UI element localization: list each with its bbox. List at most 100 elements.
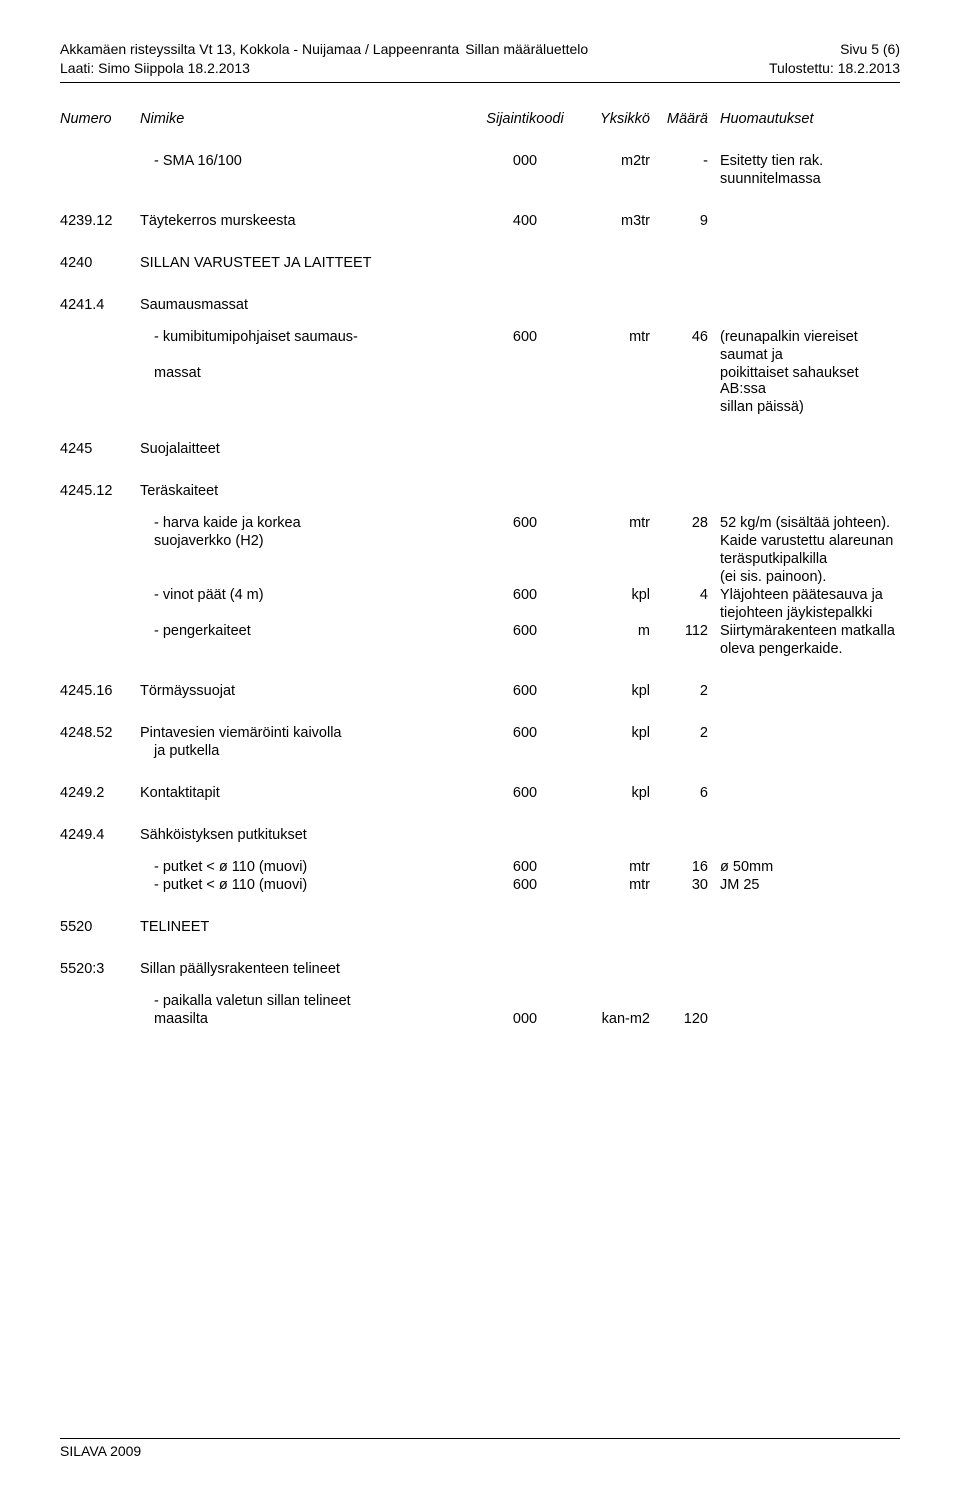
table-row: massatpoikittaiset sahaukset AB:ssa xyxy=(60,365,900,397)
cell-nimike: - pengerkaiteet xyxy=(140,623,470,639)
cell-numero: 4239.12 xyxy=(60,213,140,229)
table-row: 4239.12Täytekerros murskeesta400m3tr9 xyxy=(60,213,900,229)
row-gap xyxy=(60,701,900,725)
header-row-2: Laati: Simo Siippola 18.2.2013 Tulostett… xyxy=(60,59,900,78)
cell-nimike: SILLAN VARUSTEET JA LAITTEET xyxy=(140,255,470,271)
column-headers: Numero Nimike Sijaintikoodi Yksikkö Määr… xyxy=(60,111,900,127)
cell-nimike: Kontaktitapit xyxy=(140,785,470,801)
cell-huomautukset: JM 25 xyxy=(720,877,900,893)
row-gap xyxy=(60,231,900,255)
cell-nimike: - paikalla valetun sillan telineet xyxy=(140,993,470,1009)
cell-sijaintikoodi: 000 xyxy=(470,153,580,169)
cell-yksikko: m2tr xyxy=(580,153,660,169)
table-row: 4249.2Kontaktitapit600kpl6 xyxy=(60,785,900,801)
row-gap xyxy=(60,273,900,297)
cell-huomautukset: ø 50mm xyxy=(720,859,900,875)
col-nimike: Nimike xyxy=(140,111,470,127)
cell-nimike: - putket < ø 110 (muovi) xyxy=(140,877,470,893)
cell-sijaintikoodi: 600 xyxy=(470,725,580,741)
row-gap xyxy=(60,937,900,961)
cell-nimike: TELINEET xyxy=(140,919,470,935)
table-row: - SMA 16/100000m2tr-Esitetty tien rak. xyxy=(60,153,900,169)
cell-yksikko: m xyxy=(580,623,660,639)
cell-maara: 46 xyxy=(660,329,720,345)
cell-huomautukset: Kaide varustettu alareunan xyxy=(720,533,900,549)
table-row: 4248.52Pintavesien viemäröinti kaivolla6… xyxy=(60,725,900,741)
cell-nimike: Pintavesien viemäröinti kaivolla xyxy=(140,725,470,741)
cell-numero: 4245.16 xyxy=(60,683,140,699)
cell-sijaintikoodi: 000 xyxy=(470,1011,580,1027)
row-gap xyxy=(60,895,900,919)
cell-numero: 4241.4 xyxy=(60,297,140,313)
cell-nimike: Sähköistyksen putkitukset xyxy=(140,827,470,843)
cell-nimike: Suojalaitteet xyxy=(140,441,470,457)
table-row: 4245.12Teräskaiteet xyxy=(60,483,900,499)
cell-nimike: Täytekerros murskeesta xyxy=(140,213,470,229)
row-gap xyxy=(60,803,900,827)
cell-nimike: suojaverkko (H2) xyxy=(140,533,470,549)
cell-nimike: - SMA 16/100 xyxy=(140,153,470,169)
cell-sijaintikoodi: 600 xyxy=(470,329,580,345)
table-row: - kumibitumipohjaiset saumaus-600mtr46(r… xyxy=(60,329,900,345)
cell-yksikko: kpl xyxy=(580,725,660,741)
table-row: - harva kaide ja korkea600mtr2852 kg/m (… xyxy=(60,515,900,531)
cell-nimike: massat xyxy=(140,365,470,381)
cell-yksikko: mtr xyxy=(580,877,660,893)
table-row: (ei sis. painoon). xyxy=(60,569,900,585)
row-gap xyxy=(60,417,900,441)
cell-yksikko: mtr xyxy=(580,515,660,531)
cell-maara: 6 xyxy=(660,785,720,801)
cell-sijaintikoodi: 600 xyxy=(470,683,580,699)
cell-huomautukset: (ei sis. painoon). xyxy=(720,569,900,585)
table-row: 4241.4Saumausmassat xyxy=(60,297,900,313)
table-row: 5520:3Sillan päällysrakenteen telineet xyxy=(60,961,900,977)
cell-nimike: - putket < ø 110 (muovi) xyxy=(140,859,470,875)
table-row: sillan päissä) xyxy=(60,399,900,415)
cell-huomautukset: saumat ja xyxy=(720,347,900,363)
cell-maara: 9 xyxy=(660,213,720,229)
header-title-left: Akkamäen risteyssilta Vt 13, Kokkola - N… xyxy=(60,40,588,59)
cell-huomautukset: Esitetty tien rak. xyxy=(720,153,900,169)
cell-huomautukset: (reunapalkin viereiset xyxy=(720,329,900,345)
cell-nimike: - kumibitumipohjaiset saumaus- xyxy=(140,329,470,345)
page-footer: SILAVA 2009 xyxy=(60,1438,900,1459)
author-line: Laati: Simo Siippola 18.2.2013 xyxy=(60,59,250,78)
cell-numero: 5520 xyxy=(60,919,140,935)
col-numero: Numero xyxy=(60,111,140,127)
cell-numero: 4249.2 xyxy=(60,785,140,801)
table-row: suojaverkko (H2) Kaide varustettu alareun… xyxy=(60,533,900,549)
row-gap xyxy=(60,979,900,993)
page-header: Akkamäen risteyssilta Vt 13, Kokkola - N… xyxy=(60,40,900,83)
table-row: teräsputkipalkilla xyxy=(60,551,900,567)
footer-text: SILAVA 2009 xyxy=(60,1443,141,1459)
doc-subtitle: Sillan määräluettelo xyxy=(465,40,588,59)
cell-huomautukset: suunnitelmassa xyxy=(720,171,900,187)
cell-nimike: - harva kaide ja korkea xyxy=(140,515,470,531)
cell-sijaintikoodi: 400 xyxy=(470,213,580,229)
cell-nimike: - vinot päät (4 m) xyxy=(140,587,470,603)
row-gap xyxy=(60,659,900,683)
cell-maara: 120 xyxy=(660,1011,720,1027)
cell-sijaintikoodi: 600 xyxy=(470,515,580,531)
cell-nimike: Sillan päällysrakenteen telineet xyxy=(140,961,470,977)
table-row: oleva pengerkaide. xyxy=(60,641,900,657)
row-gap xyxy=(60,459,900,483)
cell-huomautukset: tiejohteen jäykistepalkki xyxy=(720,605,900,621)
table-row: saumat ja xyxy=(60,347,900,363)
table-row: 5520TELINEET xyxy=(60,919,900,935)
cell-numero: 5520:3 xyxy=(60,961,140,977)
cell-sijaintikoodi: 600 xyxy=(470,785,580,801)
row-gap xyxy=(60,845,900,859)
col-sijaintikoodi: Sijaintikoodi xyxy=(470,111,580,127)
table-row: - putket < ø 110 (muovi)600mtr30JM 25 xyxy=(60,877,900,893)
table-row: suunnitelmassa xyxy=(60,171,900,187)
cell-yksikko: kpl xyxy=(580,683,660,699)
cell-maara: 4 xyxy=(660,587,720,603)
table-row: - putket < ø 110 (muovi)600mtr16ø 50mm xyxy=(60,859,900,875)
table-row: 4249.4Sähköistyksen putkitukset xyxy=(60,827,900,843)
cell-numero: 4248.52 xyxy=(60,725,140,741)
cell-numero: 4240 xyxy=(60,255,140,271)
cell-sijaintikoodi: 600 xyxy=(470,877,580,893)
cell-maara: 28 xyxy=(660,515,720,531)
cell-maara: 112 xyxy=(660,623,720,639)
